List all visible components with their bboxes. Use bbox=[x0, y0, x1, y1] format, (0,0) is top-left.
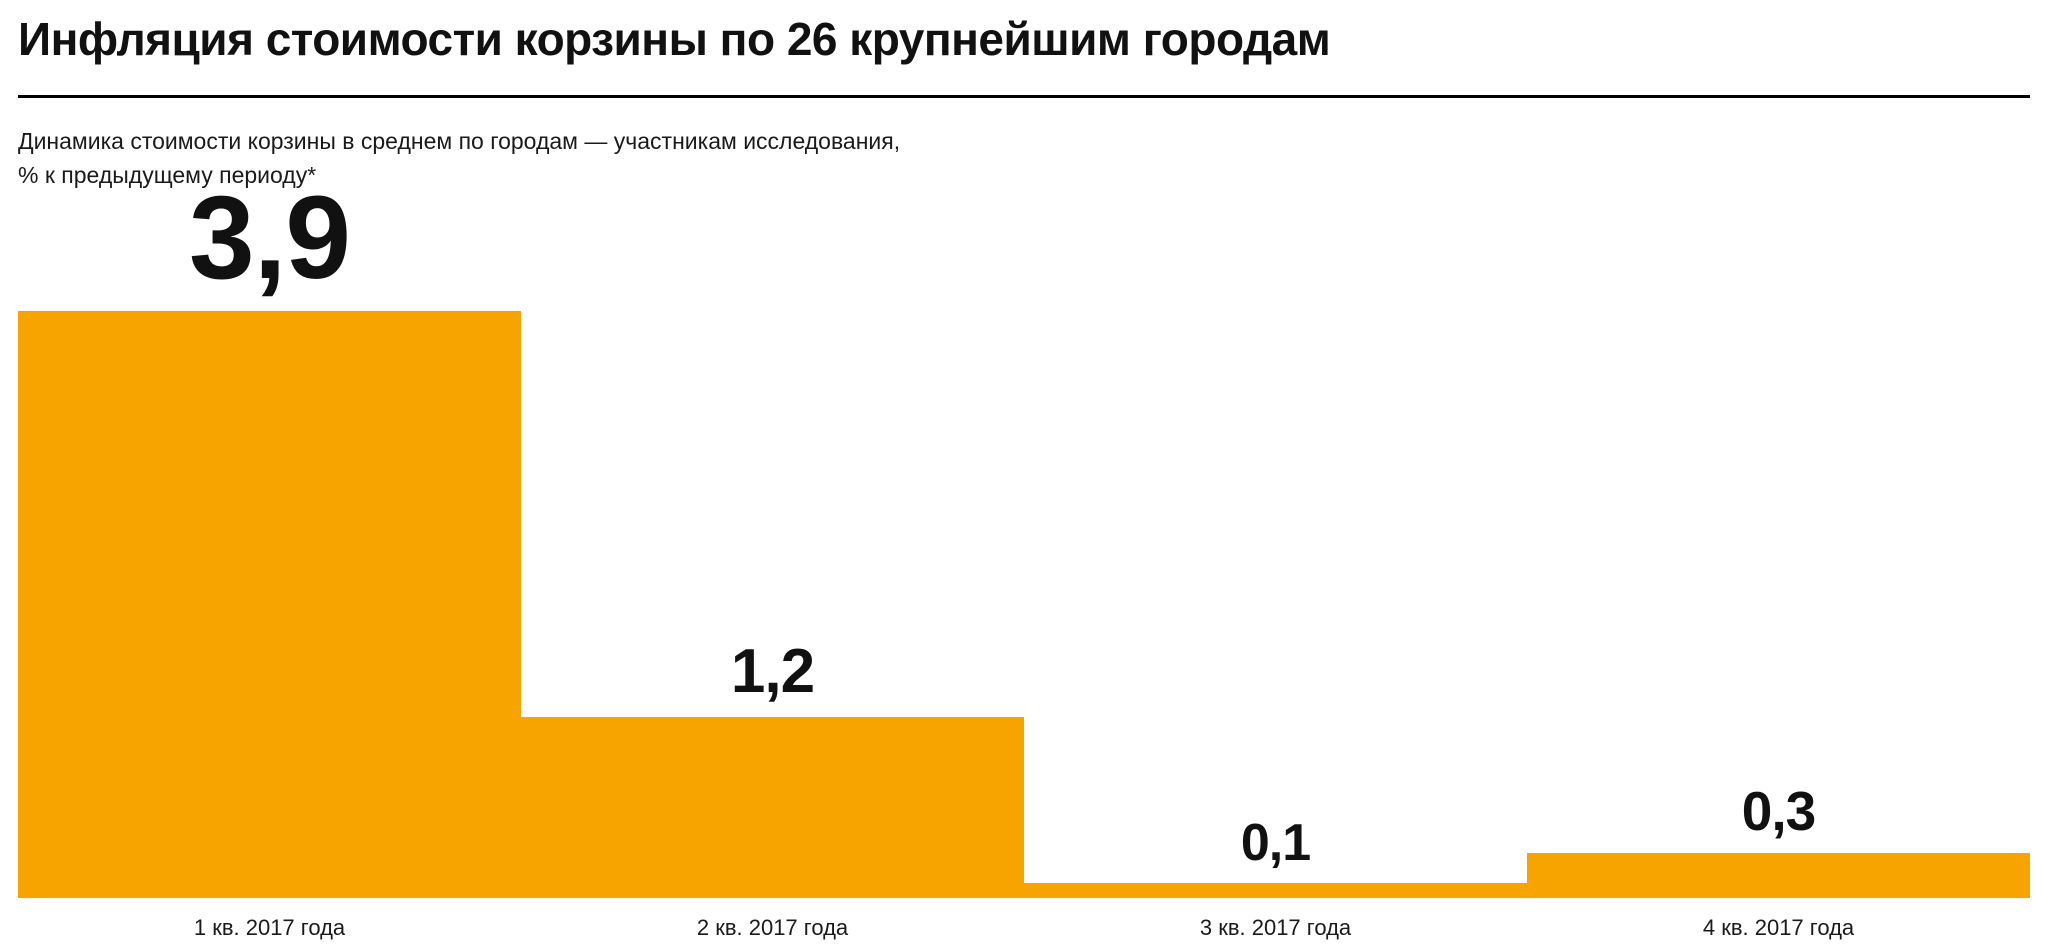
chart-subtitle-line-2: % к предыдущему периоду* bbox=[18, 162, 317, 189]
bar-value-label: 0,3 bbox=[1741, 779, 1816, 842]
bar-column: 0,1 bbox=[1024, 311, 1527, 898]
x-axis-label: 3 кв. 2017 года bbox=[1199, 915, 1352, 940]
bar-column: 1,2 bbox=[521, 311, 1024, 898]
bar-column: 0,3 bbox=[1527, 311, 2030, 898]
bar-chart: 3,9 1,2 0,1 0,3 bbox=[18, 179, 2030, 898]
x-axis-label: 1 кв. 2017 года bbox=[193, 915, 346, 940]
bar-column: 3,9 bbox=[18, 179, 521, 898]
chart-subtitle-line-1: Динамика стоимости корзины в среднем по … bbox=[18, 127, 901, 154]
bar-value-label: 3,9 bbox=[188, 172, 351, 304]
x-axis-label: 4 кв. 2017 года bbox=[1702, 915, 1855, 940]
title-divider bbox=[18, 94, 2030, 98]
bar-value-label: 1,2 bbox=[730, 637, 815, 707]
bar bbox=[1024, 882, 1527, 898]
x-axis: 1 кв. 2017 года 2 кв. 2017 года 3 кв. 2017… bbox=[18, 915, 2030, 941]
bar bbox=[18, 311, 521, 898]
x-axis-label: 2 кв. 2017 года bbox=[696, 915, 849, 940]
bar bbox=[521, 717, 1024, 898]
bar-value-label: 0,1 bbox=[1240, 813, 1311, 872]
bar bbox=[1527, 852, 2030, 898]
chart-subtitle: Динамика стоимости корзины в среднем по … bbox=[18, 124, 2030, 193]
page-title: Инфляция стоимости корзины по 26 крупней… bbox=[18, 13, 1331, 65]
